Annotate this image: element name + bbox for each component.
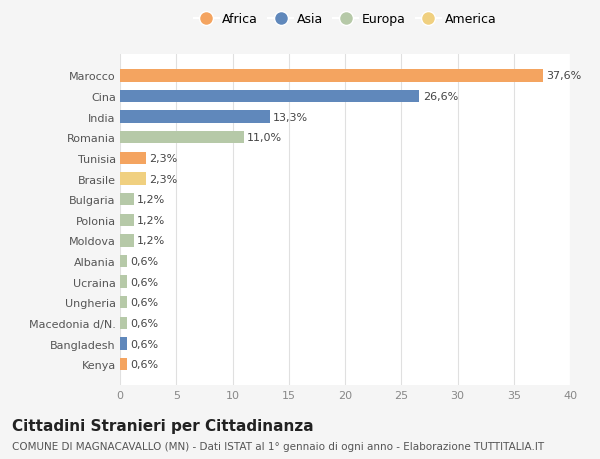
Text: 13,3%: 13,3% [273, 112, 308, 123]
Text: 2,3%: 2,3% [149, 154, 178, 163]
Text: 0,6%: 0,6% [130, 359, 158, 369]
Bar [120, 276, 127, 288]
Bar [120, 317, 127, 330]
Text: 0,6%: 0,6% [130, 318, 158, 328]
Bar [120, 214, 133, 226]
Text: 1,2%: 1,2% [137, 195, 165, 205]
Text: 1,2%: 1,2% [137, 236, 165, 246]
Bar [120, 297, 127, 309]
Text: 0,6%: 0,6% [130, 339, 158, 349]
Text: 0,6%: 0,6% [130, 277, 158, 287]
Legend: Africa, Asia, Europa, America: Africa, Asia, Europa, America [188, 8, 502, 31]
Bar [120, 194, 133, 206]
Bar [120, 358, 127, 370]
Bar [120, 132, 244, 144]
Text: 37,6%: 37,6% [547, 71, 581, 81]
Text: 0,6%: 0,6% [130, 257, 158, 267]
Bar [120, 338, 127, 350]
Text: 1,2%: 1,2% [137, 215, 165, 225]
Bar [120, 152, 146, 165]
Bar [120, 255, 127, 268]
Text: 0,6%: 0,6% [130, 297, 158, 308]
Text: 2,3%: 2,3% [149, 174, 178, 184]
Bar [120, 111, 269, 123]
Bar [120, 91, 419, 103]
Text: 26,6%: 26,6% [422, 92, 458, 102]
Bar [120, 70, 543, 83]
Text: 11,0%: 11,0% [247, 133, 282, 143]
Bar [120, 173, 146, 185]
Text: COMUNE DI MAGNACAVALLO (MN) - Dati ISTAT al 1° gennaio di ogni anno - Elaborazio: COMUNE DI MAGNACAVALLO (MN) - Dati ISTAT… [12, 441, 544, 451]
Text: Cittadini Stranieri per Cittadinanza: Cittadini Stranieri per Cittadinanza [12, 418, 314, 433]
Bar [120, 235, 133, 247]
